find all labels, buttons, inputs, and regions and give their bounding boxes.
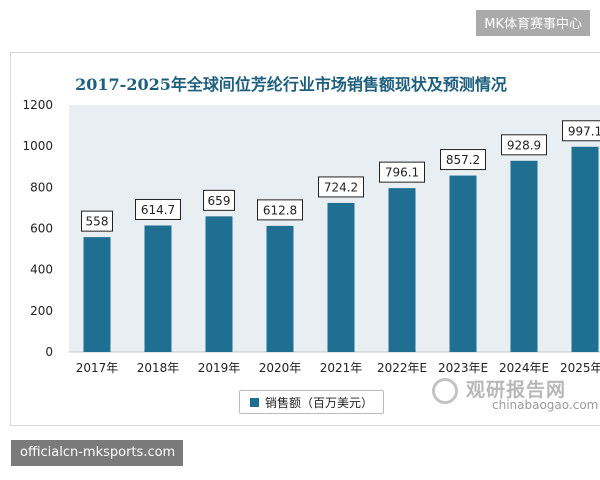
data-label-box: [257, 199, 303, 221]
x-tick-label: 2017年: [76, 361, 119, 375]
x-tick-label: 2024年E: [499, 361, 549, 375]
y-tick-label: 400: [30, 263, 53, 277]
data-label: 614.7: [141, 203, 175, 217]
bar: [327, 202, 355, 352]
watermark-cn: 观研报告网: [466, 379, 567, 401]
data-label-box: [81, 210, 113, 232]
bar: [388, 188, 416, 352]
x-tick-label: 2025年E: [560, 361, 600, 375]
x-tick-label: 2020年: [259, 361, 302, 375]
x-tick-label: 2021年: [320, 361, 363, 375]
data-label-box: [318, 176, 364, 198]
legend-swatch: [250, 397, 259, 407]
bar-chart: 0 200 400 600 800 1000 1200 558 2017年 614.7 2018年 6…: [22, 98, 600, 375]
bar: [266, 225, 294, 352]
y-tick-label: 200: [30, 304, 53, 318]
data-label: 612.8: [263, 203, 297, 217]
data-label: 796.1: [385, 166, 419, 180]
y-tick-label: 1200: [22, 98, 53, 112]
site-url-badge: officialcn-mksports.com: [11, 440, 184, 466]
x-tick-label: 2018年: [137, 361, 180, 375]
bar: [571, 146, 599, 352]
y-tick-label: 800: [30, 180, 53, 194]
data-label: 724.2: [324, 180, 358, 194]
bar: [83, 237, 111, 352]
data-label-box: [135, 198, 181, 220]
data-label: 857.2: [446, 153, 480, 167]
source-watermark: 观研报告网 chinabaogao.com: [432, 375, 600, 415]
bar: [449, 175, 477, 352]
chart-title: 2017-2025年全球间位芳纶行业市场销售额现状及预测情况: [75, 75, 507, 94]
site-badge: MK体育赛事中心: [476, 10, 590, 36]
chart-card: 2017-2025年全球间位芳纶行业市场销售额现状及预测情况 0 200 400 60…: [10, 52, 600, 426]
data-label: 659: [208, 194, 231, 208]
y-tick-label: 600: [30, 222, 53, 236]
bar: [510, 160, 538, 352]
data-label-box: [379, 161, 425, 183]
x-tick-label: 2022年E: [377, 361, 427, 375]
watermark-en: chinabaogao.com: [492, 398, 599, 412]
watermark-logo-icon: [432, 378, 458, 404]
y-tick-label: 1000: [22, 139, 53, 153]
data-label: 558: [86, 215, 109, 229]
chart-legend: 销售额（百万美元）: [239, 390, 385, 414]
data-label-box: [562, 120, 600, 142]
bar: [205, 216, 233, 352]
data-label-box: [440, 149, 486, 171]
bar: [144, 225, 172, 352]
legend-label: 销售额（百万美元）: [265, 395, 374, 410]
y-tick-label: 0: [45, 345, 53, 359]
x-tick-label: 2023年E: [438, 361, 488, 375]
x-tick-label: 2019年: [198, 361, 241, 375]
data-label: 928.9: [507, 138, 541, 152]
data-label-box: [501, 134, 547, 156]
data-label-box: [203, 189, 235, 211]
data-label: 997.1: [568, 124, 600, 138]
